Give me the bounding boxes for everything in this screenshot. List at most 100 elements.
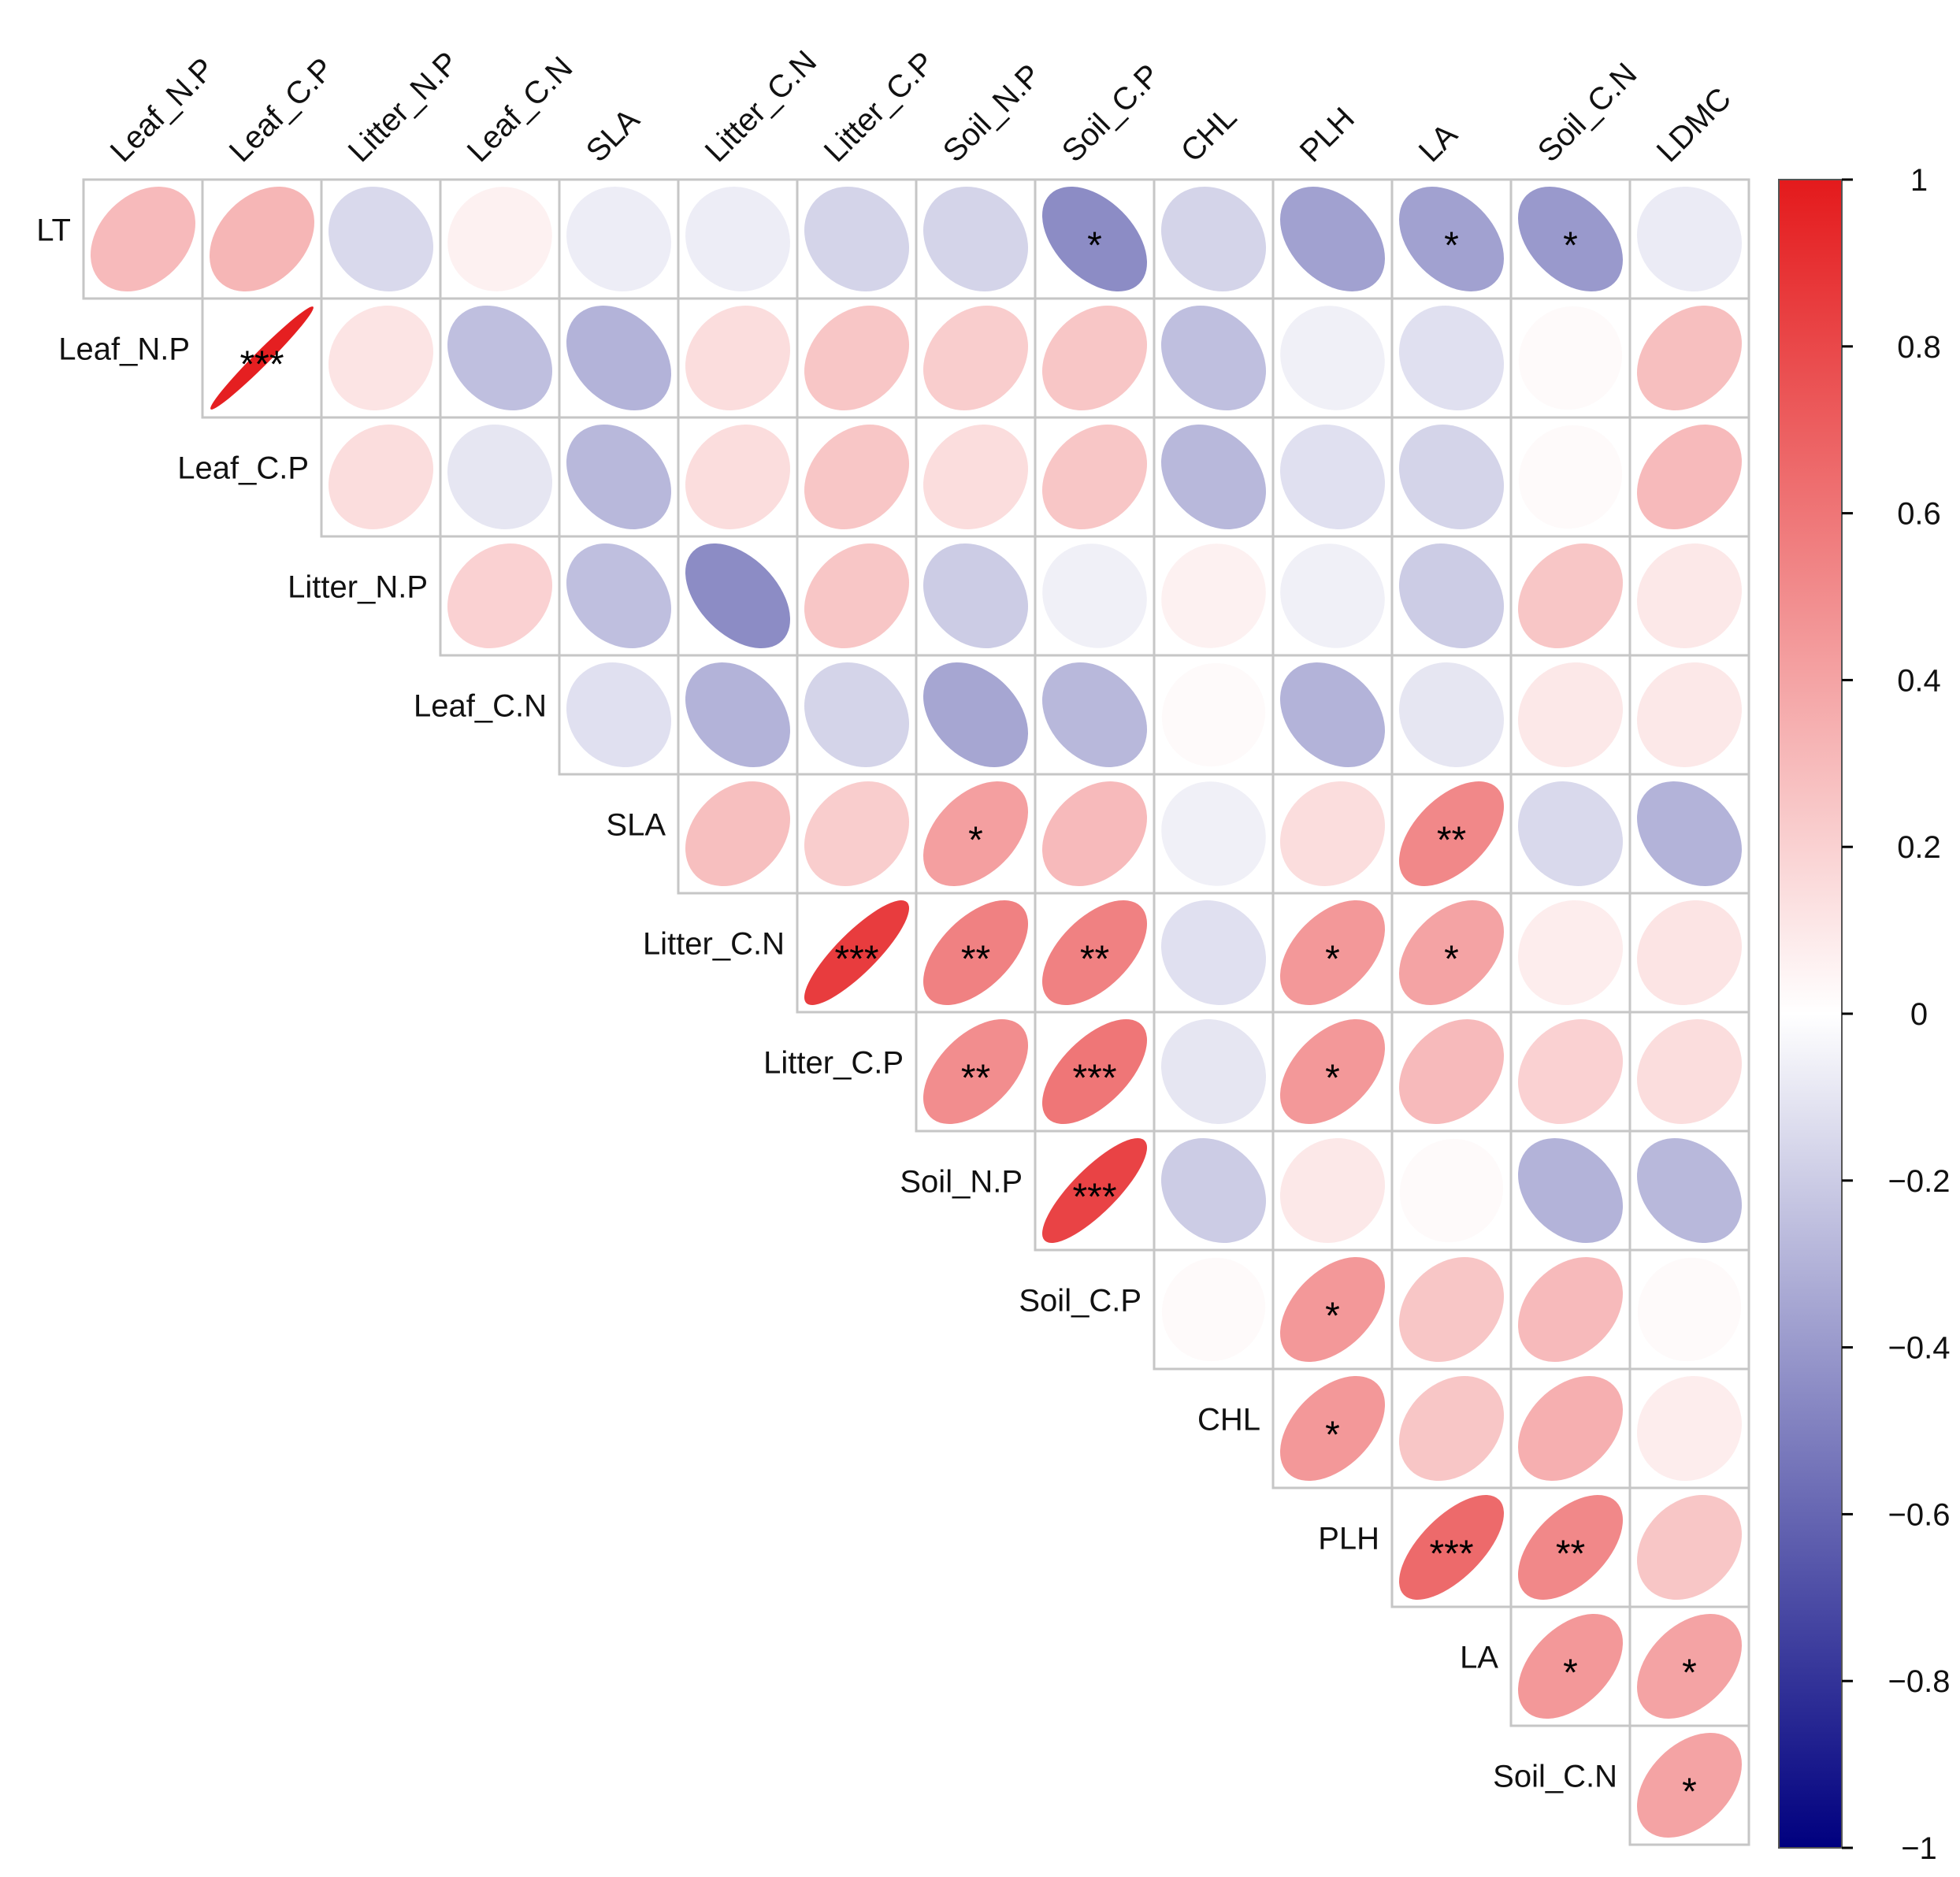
correlation-ellipse bbox=[1399, 306, 1505, 411]
correlation-ellipse bbox=[1279, 186, 1385, 291]
correlation-ellipse bbox=[1636, 781, 1742, 886]
correlation-ellipse bbox=[1398, 186, 1504, 291]
correlation-ellipse bbox=[1637, 305, 1743, 410]
correlation-ellipse bbox=[1160, 186, 1266, 291]
significance-mark: * bbox=[1682, 1771, 1697, 1813]
correlation-ellipse bbox=[566, 425, 672, 530]
colorbar-tick-label: −0.8 bbox=[1888, 1664, 1951, 1699]
significance-mark: * bbox=[1087, 225, 1102, 267]
row-labels: LT Leaf_N.P Leaf_C.P Litter_N.P Leaf_C.N SLA L… bbox=[36, 213, 1617, 1794]
significance-mark: * bbox=[1682, 1653, 1697, 1694]
correlation-ellipse bbox=[329, 187, 434, 292]
colorbar-tick-label: −0.2 bbox=[1888, 1164, 1951, 1199]
correlation-ellipse bbox=[1398, 424, 1504, 529]
row-label: Soil_C.P bbox=[1019, 1284, 1141, 1319]
correlation-ellipse bbox=[685, 424, 790, 529]
colorbar: 1 0.8 0.6 0.4 0.2 0 −0.2 −0.4 −0.6 −0.8 −1 bbox=[1778, 163, 1951, 1866]
significance-mark: * bbox=[1444, 225, 1459, 267]
correlation-ellipse bbox=[1518, 1495, 1624, 1601]
colorbar-tick-label: −0.4 bbox=[1888, 1331, 1951, 1366]
correlation-ellipse bbox=[1279, 781, 1385, 887]
correlation-ellipse bbox=[1279, 1019, 1385, 1125]
correlation-ellipse bbox=[804, 662, 910, 767]
correlation-ellipse bbox=[804, 781, 910, 887]
correlation-ellipse bbox=[1517, 781, 1623, 886]
correlation-ellipse bbox=[804, 187, 910, 292]
correlation-ellipse bbox=[1042, 1138, 1148, 1244]
correlation-ellipse bbox=[1399, 1494, 1505, 1600]
correlation-ellipse bbox=[1161, 662, 1266, 767]
correlation-ellipse bbox=[685, 305, 791, 410]
correlation-ellipse bbox=[1279, 662, 1385, 768]
correlation-ellipse bbox=[1399, 1138, 1504, 1243]
correlation-ellipse bbox=[1399, 543, 1505, 649]
correlation-ellipse bbox=[922, 1019, 1028, 1125]
correlation-ellipse bbox=[1041, 662, 1147, 767]
correlation-ellipse bbox=[1518, 187, 1624, 292]
row-label: Leaf_C.N bbox=[414, 689, 547, 724]
row-label: Leaf_N.P bbox=[58, 332, 190, 367]
correlation-ellipse bbox=[1161, 1257, 1266, 1362]
col-label: LDMC bbox=[1650, 81, 1738, 169]
correlation-ellipse bbox=[447, 424, 553, 529]
correlation-ellipse bbox=[328, 424, 433, 529]
correlation-ellipse bbox=[447, 543, 552, 648]
correlation-ellipse bbox=[1518, 1375, 1624, 1481]
correlation-ellipse bbox=[685, 187, 790, 291]
correlation-ellipse bbox=[1636, 1613, 1742, 1719]
row-label: Litter_C.P bbox=[763, 1046, 904, 1081]
row-label: SLA bbox=[606, 808, 666, 843]
col-label: SLA bbox=[580, 102, 647, 169]
significance-mark: *** bbox=[1072, 1177, 1116, 1219]
correlation-ellipse bbox=[1042, 543, 1147, 648]
correlation-ellipse bbox=[685, 662, 790, 768]
correlation-ellipse bbox=[1161, 306, 1267, 411]
significance-mark: *** bbox=[1429, 1534, 1473, 1575]
correlation-ellipse bbox=[1280, 306, 1385, 410]
correlation-ellipse bbox=[1280, 425, 1386, 530]
correlation-ellipse bbox=[1161, 1138, 1267, 1244]
row-label: Leaf_C.P bbox=[177, 451, 309, 486]
colorbar-tick-label: 0.8 bbox=[1897, 330, 1941, 365]
correlation-ellipse bbox=[1398, 1018, 1504, 1124]
col-label: Soil_C.P bbox=[1056, 57, 1167, 169]
significance-mark: * bbox=[1563, 1653, 1578, 1694]
correlation-ellipse bbox=[1041, 186, 1147, 291]
correlation-ellipse bbox=[804, 543, 910, 648]
correlation-ellipse bbox=[1636, 1732, 1742, 1838]
col-label: Leaf_C.N bbox=[461, 50, 580, 169]
correlation-ellipse bbox=[1042, 424, 1148, 529]
correlation-ellipse bbox=[1399, 900, 1505, 1006]
significance-mark: * bbox=[1325, 1296, 1340, 1337]
row-label: PLH bbox=[1318, 1522, 1379, 1556]
row-label: Soil_C.N bbox=[1493, 1760, 1617, 1794]
correlation-ellipse bbox=[1518, 425, 1623, 529]
col-label: Soil_C.N bbox=[1531, 57, 1644, 169]
col-label: Litter_C.P bbox=[818, 45, 941, 169]
significance-mark: ** bbox=[961, 939, 990, 981]
correlation-ellipse bbox=[1518, 1018, 1624, 1124]
significance-mark: *** bbox=[834, 939, 878, 981]
correlation-ellipse bbox=[1399, 1256, 1505, 1362]
correlation-ellipse bbox=[1161, 900, 1267, 1005]
correlation-ellipse bbox=[1279, 1257, 1385, 1363]
correlation-ellipse bbox=[804, 424, 910, 529]
correlation-ellipse bbox=[1161, 781, 1266, 886]
correlation-ellipse bbox=[1637, 1018, 1743, 1124]
correlation-ellipse bbox=[1041, 1018, 1147, 1124]
significance-mark: * bbox=[1325, 1415, 1340, 1456]
correlation-ellipse bbox=[1279, 900, 1385, 1006]
correlation-ellipse bbox=[1280, 543, 1385, 648]
colorbar-tick-label: 0.6 bbox=[1897, 497, 1941, 532]
col-label: Litter_C.N bbox=[699, 44, 823, 169]
correlation-ellipse bbox=[1517, 662, 1623, 768]
correlation-ellipse bbox=[90, 186, 195, 291]
correlation-ellipse bbox=[685, 781, 791, 886]
correlation-ellipse bbox=[922, 186, 1028, 291]
correlation-ellipse bbox=[1637, 1257, 1742, 1362]
correlation-ellipse bbox=[1042, 900, 1148, 1006]
significance-mark: *** bbox=[239, 344, 284, 386]
correlation-ellipse bbox=[447, 306, 553, 411]
correlation-ellipse bbox=[1636, 543, 1742, 649]
